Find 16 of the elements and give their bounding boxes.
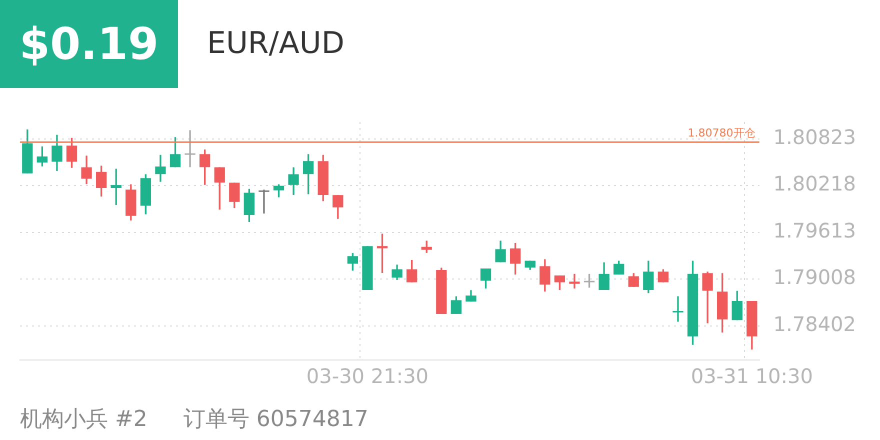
candlestick [184, 130, 196, 168]
text: 订单号 60574817 [183, 407, 368, 432]
y-tick-label: 1.80218 [773, 172, 856, 196]
y-tick-label: 1.80823 [773, 124, 856, 149]
y-tick-label: 1.79008 [773, 265, 856, 290]
y-tick-label: 1.79613 [773, 218, 856, 242]
candlestick [672, 296, 684, 322]
text: 机构小兵 #2 [20, 407, 148, 432]
ref-line-label: 1.80780开仓 [688, 126, 756, 140]
x-tick-label: 03-30 21:30 [306, 364, 429, 388]
candlestick [258, 190, 270, 214]
y-tick-label: 1.78402 [773, 312, 856, 336]
chart-title: EUR/AUD [207, 26, 344, 61]
text: $0.19 [19, 18, 159, 70]
candlestick [569, 274, 580, 288]
x-tick-label: 03-31 10:30 [690, 364, 813, 388]
